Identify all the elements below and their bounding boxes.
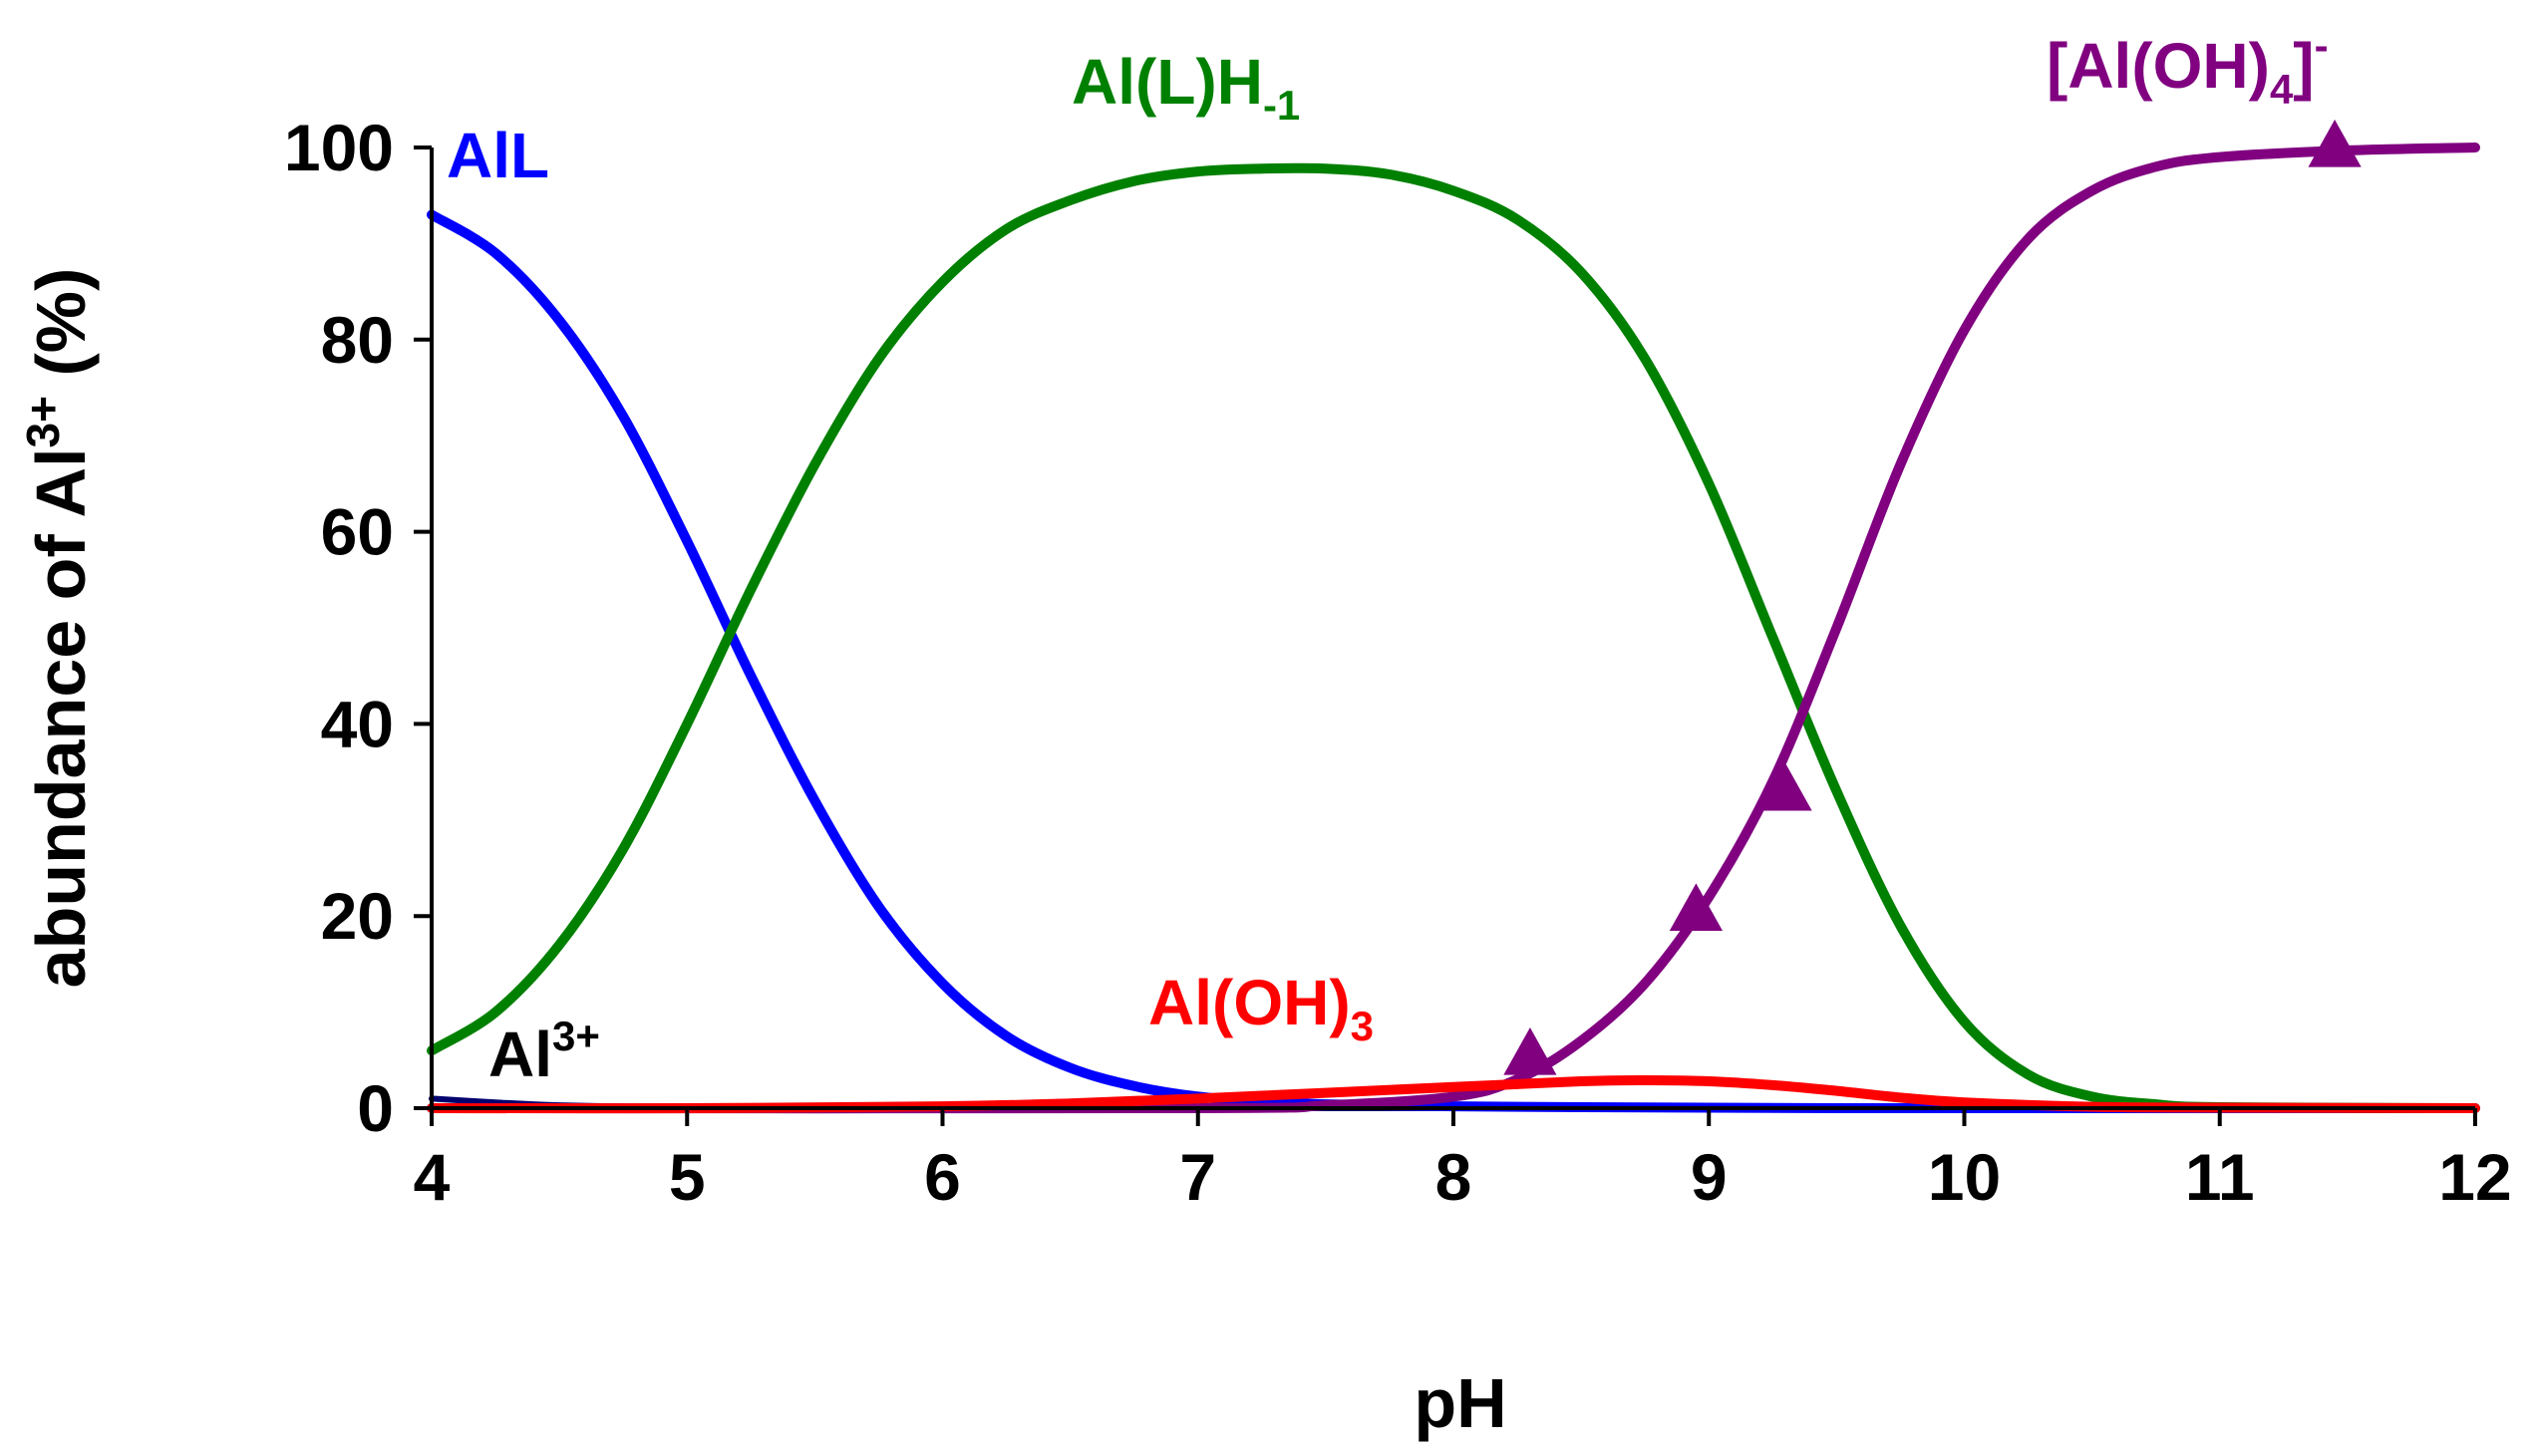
series-line-alL: [427, 209, 2480, 1114]
series-label-al-l-h-1: Al(L)H-1: [1072, 46, 1300, 129]
series-label-al-l-h-1-sub: -1: [1263, 82, 1300, 129]
x-tick-label: 9: [1691, 1140, 1728, 1214]
series-label-al-oh3: Al(OH)3: [1148, 967, 1374, 1049]
series-label-al-oh3-base: Al(OH): [1148, 967, 1351, 1038]
y-tick-label: 40: [321, 687, 394, 760]
triangle-marker: [1758, 762, 1812, 811]
series-layer: [427, 143, 2480, 1114]
triangle-marker: [1503, 1027, 1557, 1075]
ticks-layer: 4 5 6 7 8 9 10 11 12 0 20 40 60 80 100: [284, 111, 2512, 1214]
series-label-al-oh3-sub: 3: [1351, 1003, 1374, 1049]
y-tick-label: 0: [357, 1071, 394, 1145]
triangle-marker: [2308, 120, 2362, 167]
axes: [430, 147, 2475, 1110]
series-label-alL: AlL: [447, 120, 549, 191]
y-tick-label: 80: [321, 303, 394, 377]
series-label-al-oh4-base: [Al(OH): [2047, 30, 2270, 102]
x-tick-label: 5: [669, 1140, 706, 1214]
series-label-al3plus-base: Al: [488, 1019, 552, 1090]
x-tick-label: 6: [924, 1140, 961, 1214]
y-axis-title-unit: (%): [22, 268, 100, 396]
y-tick-label: 20: [321, 879, 394, 953]
triangle-marker: [1669, 883, 1723, 931]
x-tick-label: 12: [2438, 1140, 2511, 1214]
y-axis-title-main: abundance of Al: [22, 447, 100, 988]
x-tick-label: 7: [1179, 1140, 1216, 1214]
series-line-al-l-h-minus1: [427, 162, 2480, 1113]
y-tick-label: 60: [321, 495, 394, 569]
x-axis-title: pH: [1414, 1364, 1506, 1442]
series-label-al-oh4-sub: 4: [2270, 66, 2294, 113]
series-label-al3plus: Al3+: [488, 1013, 600, 1090]
series-label-al-oh4-sup: -: [2315, 22, 2329, 69]
series-label-alL-base: AlL: [447, 120, 549, 191]
y-tick-label: 100: [284, 111, 394, 184]
series-line-al-oh4-minus: [427, 143, 2480, 1114]
series-label-al3plus-sup: 3+: [552, 1013, 600, 1059]
x-tick-label: 11: [2185, 1140, 2255, 1214]
x-tick-label: 10: [1928, 1140, 2001, 1214]
marker-layer: [1503, 120, 2362, 1075]
series-label-al-oh4: [Al(OH)4]-: [2047, 22, 2329, 113]
x-tick-label: 4: [414, 1140, 451, 1214]
x-tick-label: 8: [1435, 1140, 1472, 1214]
series-label-al-oh4-bracket: ]: [2293, 30, 2314, 102]
y-axis-title: abundance of Al3+ (%): [17, 268, 100, 989]
y-axis-title-sup: 3+: [17, 396, 69, 447]
series-label-al-l-h-1-base: Al(L)H: [1072, 46, 1263, 118]
